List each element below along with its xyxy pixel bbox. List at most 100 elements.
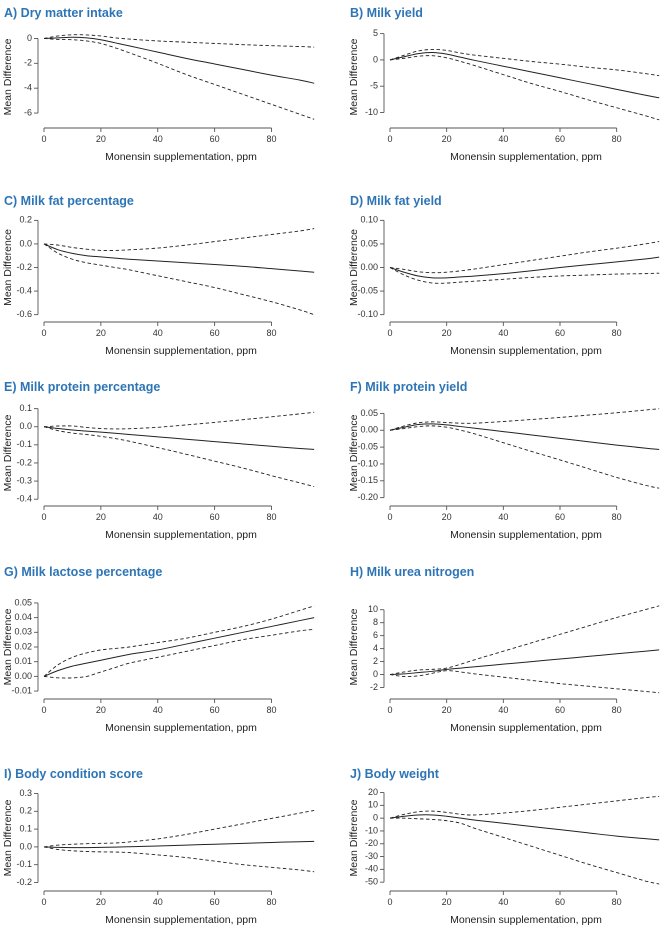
y-axis-title: Mean Difference [348,229,360,306]
panel-title: B) Milk yield [350,6,423,20]
y-tick-label: 0.2 [19,215,32,225]
x-tick-label: 60 [555,897,565,907]
x-tick-label: 80 [266,134,276,144]
x-tick-label: 60 [210,705,220,715]
y-axis-title: Mean Difference [348,414,360,491]
y-tick-label: -0.2 [16,262,32,272]
y-tick-label: 0.01 [14,656,32,666]
x-tick-label: 60 [210,897,220,907]
x-tick-label: 60 [210,328,220,338]
y-tick-label: 0.0 [19,841,32,851]
y-axis-title: Mean Difference [348,608,360,685]
panel-title: C) Milk fat percentage [4,194,134,208]
x-axis-title: Monensin supplementation, ppm [105,722,257,734]
y-tick-label: 0.02 [14,641,32,651]
chart-panel: E) Milk protein percentage 0.1 0.0 -0.1 -0.2… [2,380,315,541]
panel-title: I) Body condition score [4,767,143,781]
series-line-lower-ci [43,38,315,120]
y-tick-label: 0.0 [19,238,32,248]
y-tick-label: 0.00 [360,262,378,272]
panel-title: D) Milk fat yield [350,194,442,208]
x-tick-label: 40 [153,897,163,907]
series-line-upper-ci [389,408,660,431]
y-axis-title: Mean Difference [2,229,14,306]
y-tick-label: -20 [365,838,378,848]
y-tick-label: -40 [365,864,378,874]
y-tick-label: 0.2 [19,806,32,816]
y-tick-label: -4 [24,83,32,93]
x-tick-label: 20 [442,897,452,907]
y-tick-label: -0.01 [11,685,32,695]
panel-title: E) Milk protein percentage [4,380,160,394]
y-tick-label: -30 [365,851,378,861]
x-axis-title: Monensin supplementation, ppm [105,345,257,357]
y-tick-label: -10 [365,107,378,117]
x-tick-label: 60 [555,705,565,715]
x-tick-label: 40 [498,328,508,338]
chart-panel: J) Body weight 20 10 0 -10 -20 -30 -40 -50 Mean D… [348,767,660,926]
x-axis-title: Monensin supplementation, ppm [450,722,602,734]
x-tick-label: 0 [41,328,46,338]
series-line-upper-ci [43,605,315,677]
x-tick-label: 80 [266,705,276,715]
series-line-mean [43,243,315,273]
x-tick-label: 40 [153,328,163,338]
x-axis-title: Monensin supplementation, ppm [450,914,602,926]
x-tick-label: 80 [612,328,622,338]
y-tick-label: -0.4 [16,285,32,295]
chart-panel: I) Body condition score 0.3 0.2 0.1 0.0 -0.1 -… [2,767,315,926]
chart-panel: C) Milk fat percentage 0.2 0.0 -0.2 -0.4 -0.6… [2,194,315,357]
y-tick-label: 0 [27,33,32,43]
x-tick-label: 80 [612,134,622,144]
y-tick-label: 6 [373,630,378,640]
x-axis-title: Monensin supplementation, ppm [105,529,257,541]
y-tick-label: 5 [373,28,378,38]
y-tick-label: 0.1 [19,403,32,413]
series-line-upper-ci [43,34,315,48]
series-line-lower-ci [43,243,315,316]
x-tick-label: 40 [498,897,508,907]
x-tick-label: 60 [555,328,565,338]
x-tick-label: 20 [96,328,106,338]
x-axis-title: Monensin supplementation, ppm [450,151,602,163]
series-line-lower-ci [389,267,660,284]
y-tick-label: 0.1 [19,823,32,833]
x-tick-label: 80 [266,328,276,338]
series-line-mean [389,256,660,279]
x-tick-label: 80 [266,897,276,907]
series-line-mean [389,814,660,841]
x-axis-title: Monensin supplementation, ppm [105,151,257,163]
y-tick-label: 0.05 [360,408,378,418]
series-line-lower-ci [43,846,315,873]
series-line-lower-ci [389,55,660,121]
y-tick-label: 0.05 [360,238,378,248]
x-tick-label: 60 [555,512,565,522]
series-line-upper-ci [43,809,315,848]
y-tick-label: -0.2 [16,877,32,887]
series-line-mean [389,423,660,450]
y-tick-label: 0.00 [360,425,378,435]
x-tick-label: 0 [41,897,46,907]
y-tick-label: 0.03 [14,627,32,637]
y-tick-label: -0.05 [357,441,378,451]
y-tick-label: 0 [373,669,378,679]
y-tick-label: -0.2 [16,457,32,467]
chart-panel: B) Milk yield 5 0 -5 -10 Mean Difference 0 20 40… [348,6,660,163]
series-line-upper-ci [389,605,660,675]
x-tick-label: 20 [442,134,452,144]
y-axis-title: Mean Difference [2,38,14,115]
x-tick-label: 0 [387,512,392,522]
x-tick-label: 20 [442,705,452,715]
y-tick-label: 2 [373,656,378,666]
y-tick-label: -0.4 [16,494,32,504]
series-line-mean [389,649,660,676]
x-tick-label: 40 [498,512,508,522]
y-tick-label: -50 [365,877,378,887]
y-tick-label: -0.10 [357,458,378,468]
y-tick-label: -0.1 [16,439,32,449]
x-tick-label: 60 [210,134,220,144]
x-tick-label: 0 [41,705,46,715]
panel-title: G) Milk lactose percentage [4,565,162,579]
y-tick-label: 0 [373,54,378,64]
